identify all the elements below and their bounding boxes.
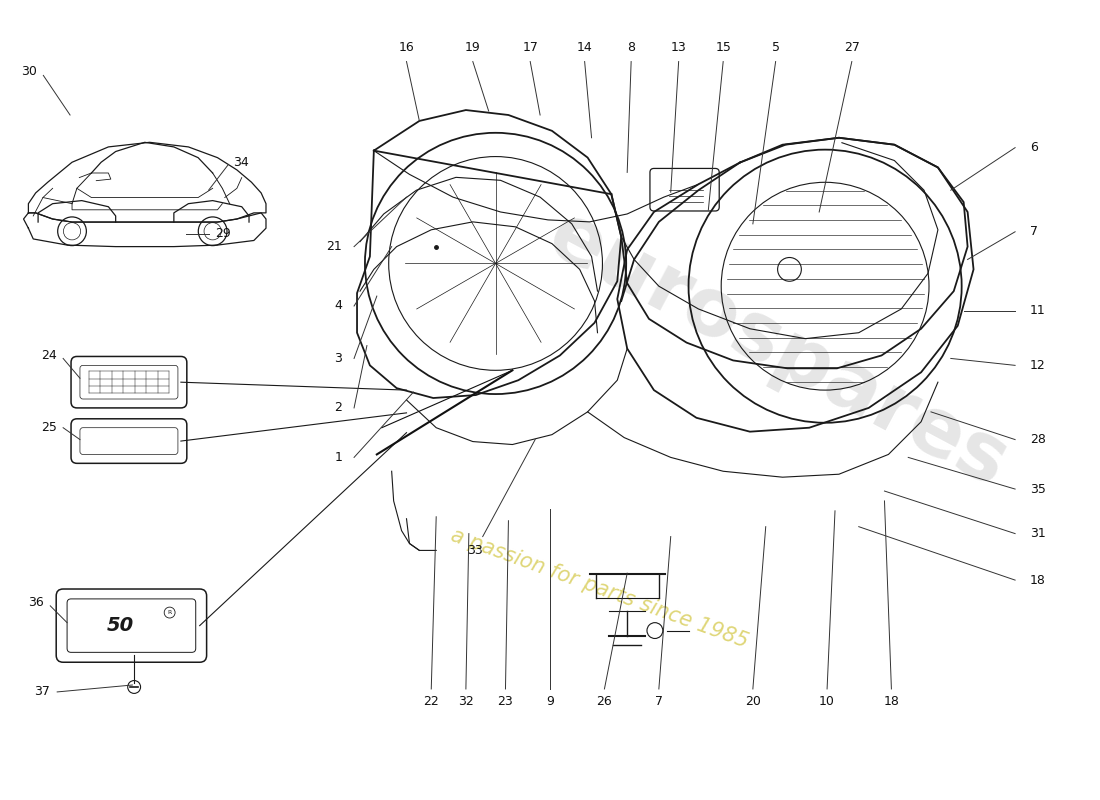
- Text: 3: 3: [334, 352, 342, 365]
- Text: 6: 6: [1030, 141, 1037, 154]
- Text: 36: 36: [28, 596, 43, 610]
- Text: 50: 50: [107, 616, 134, 635]
- Text: 18: 18: [883, 695, 900, 708]
- Text: 20: 20: [745, 695, 761, 708]
- Text: 7: 7: [1030, 226, 1038, 238]
- Text: 23: 23: [497, 695, 514, 708]
- Text: 37: 37: [34, 686, 51, 698]
- Text: 14: 14: [576, 41, 593, 54]
- Text: R: R: [167, 610, 172, 615]
- Text: 15: 15: [715, 41, 732, 54]
- Text: 11: 11: [1030, 305, 1046, 318]
- Text: 19: 19: [465, 41, 481, 54]
- Text: 7: 7: [654, 695, 663, 708]
- Text: 35: 35: [1030, 482, 1046, 495]
- Text: 25: 25: [42, 422, 57, 434]
- Text: 18: 18: [1030, 574, 1046, 586]
- Text: 30: 30: [22, 65, 37, 78]
- Text: 22: 22: [424, 695, 439, 708]
- Text: 5: 5: [771, 41, 780, 54]
- Text: 21: 21: [327, 240, 342, 253]
- Text: 32: 32: [458, 695, 474, 708]
- Text: 34: 34: [233, 156, 249, 169]
- Text: 4: 4: [334, 299, 342, 313]
- Text: eurospares: eurospares: [535, 197, 1021, 505]
- Text: 10: 10: [820, 695, 835, 708]
- Text: a passion for parts since 1985: a passion for parts since 1985: [448, 525, 751, 651]
- Text: 9: 9: [546, 695, 554, 708]
- Text: 8: 8: [627, 41, 635, 54]
- Text: 12: 12: [1030, 359, 1046, 372]
- Text: 31: 31: [1030, 527, 1046, 540]
- Text: 13: 13: [671, 41, 686, 54]
- Text: 1: 1: [334, 451, 342, 464]
- Text: 17: 17: [522, 41, 538, 54]
- Text: 29: 29: [216, 227, 231, 240]
- Text: 33: 33: [466, 545, 483, 558]
- Text: 27: 27: [844, 41, 860, 54]
- Text: 16: 16: [398, 41, 415, 54]
- Text: 2: 2: [334, 402, 342, 414]
- Text: 26: 26: [596, 695, 613, 708]
- Text: 24: 24: [42, 349, 57, 362]
- Text: 28: 28: [1030, 433, 1046, 446]
